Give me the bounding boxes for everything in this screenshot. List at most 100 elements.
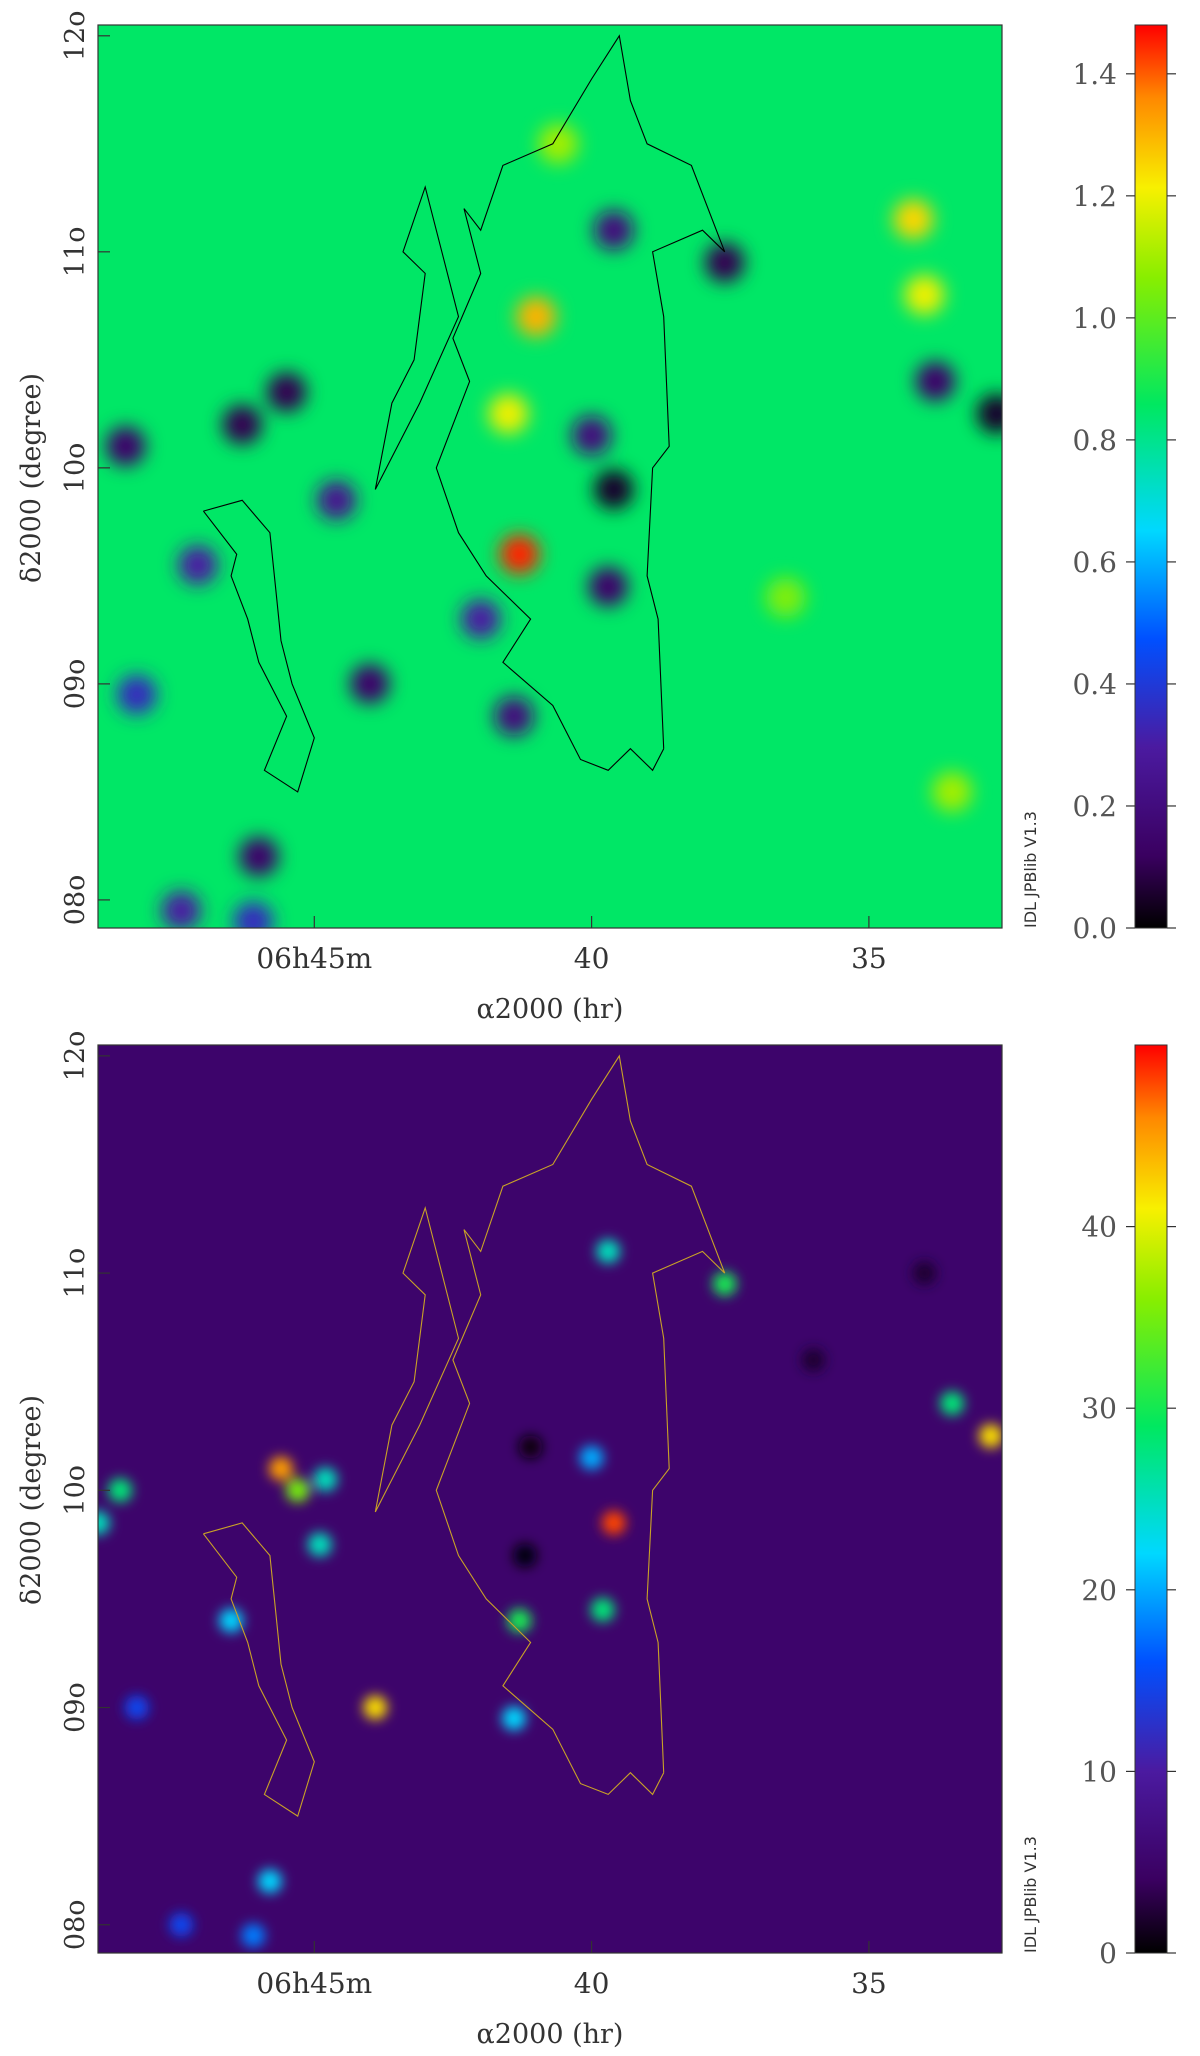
map-blob-17: [257, 1869, 282, 1894]
map-blob-23: [801, 1348, 826, 1372]
map-blob-23: [238, 836, 279, 877]
colorbar-tick-label: 1.2: [1072, 180, 1117, 213]
map-blob-5: [108, 1478, 133, 1503]
map-blob-10: [316, 480, 357, 521]
map-blob-13: [349, 663, 390, 704]
contour-outer-boundary: [435, 34, 726, 772]
contour-west-boundary: [202, 1522, 315, 1817]
colorbar-tick-label: 20: [1081, 1574, 1117, 1607]
colorbar-tick-label: 0.0: [1072, 912, 1117, 945]
y-tick-label: 08o: [60, 875, 91, 926]
map-blob-1: [516, 296, 557, 337]
map-blob-1: [285, 1478, 310, 1503]
map-blob-4: [363, 1695, 388, 1720]
y-tick-label: 12o: [60, 1031, 91, 1082]
y-axis-label: δ2000 (degree): [16, 1395, 47, 1605]
x-axis-ticks: 06h45m 40 35: [256, 1941, 887, 2000]
x-tick-label: 06h45m: [256, 942, 372, 975]
map-blob-16: [571, 415, 612, 456]
map-blob-14: [502, 1706, 526, 1731]
y-tick-label: 09o: [60, 1682, 91, 1733]
colorbar-tick-label: 0.4: [1072, 668, 1117, 701]
map-blob-2: [488, 393, 529, 434]
x-tick-label: 35: [851, 1967, 887, 2000]
map-blob-9: [266, 372, 307, 413]
map-blob-11: [596, 1239, 621, 1264]
map-blob-18: [704, 242, 745, 283]
colorbar-tick-label: 30: [1081, 1392, 1117, 1425]
map-blob-20: [976, 393, 1002, 434]
map-blob-2: [313, 1467, 338, 1492]
y-axis-ticks: 08o 09o 10o 11o 12o: [60, 1031, 110, 1950]
y-tick-label: 09o: [60, 659, 91, 710]
contour-outer-boundary: [435, 1054, 726, 1796]
map-frame: [97, 1044, 1003, 1954]
map-blob-11: [177, 545, 218, 586]
map-blob-8: [601, 1510, 626, 1535]
y-axis-label: δ2000 (degree): [16, 373, 47, 583]
colorbar-tick-label: 0: [1099, 1937, 1117, 1970]
map-blob-19: [169, 1912, 194, 1937]
map-blob-10: [579, 1445, 604, 1470]
x-axis-label: α2000 (hr): [477, 2019, 624, 2050]
map-blob-26: [116, 674, 157, 715]
map-blob-6: [765, 577, 806, 618]
y-tick-label: 11o: [60, 226, 91, 277]
y-axis-ticks: 08o 09o 10o 11o 12o: [60, 10, 110, 925]
map-blob-12: [712, 1271, 737, 1296]
x-axis-ticks: 06h45m 40 35: [256, 916, 887, 975]
map-blob-0: [499, 534, 540, 575]
map-blob-0: [269, 1456, 293, 1481]
colorbar-ticks: 0 10 20 30 40: [1081, 1211, 1176, 1970]
colorbar-tick-label: 1.0: [1072, 302, 1117, 335]
x-tick-label: 06h45m: [256, 1967, 372, 2000]
x-tick-label: 40: [574, 942, 610, 975]
colorbar-tick-label: 0.6: [1072, 546, 1117, 579]
map-background: [98, 1045, 1002, 1953]
map-blob-6: [98, 1510, 110, 1535]
colorbar-tick-label: 10: [1081, 1755, 1117, 1788]
map-blob-12: [105, 426, 146, 467]
map-blob-3: [307, 1532, 332, 1557]
x-tick-label: 40: [574, 1967, 610, 2000]
credit-label: IDL JPBlib V1.3: [1021, 811, 1040, 928]
y-tick-label: 10o: [60, 443, 91, 494]
map-blob-17: [593, 210, 634, 251]
colorbar-tick-label: 0.8: [1072, 424, 1117, 457]
map-blob-9: [590, 1597, 615, 1622]
colorbar-tick-label: 0.2: [1072, 790, 1117, 823]
contour-stray: [374, 1205, 460, 1513]
map-features: [98, 1239, 1002, 1948]
map-blob-15: [940, 1391, 965, 1416]
contour-west-boundary: [202, 499, 315, 793]
colorbar-tick-label: 40: [1081, 1211, 1117, 1244]
map-blob-25: [233, 901, 274, 928]
map-blob-18: [241, 1923, 266, 1948]
map-contours: [202, 1054, 726, 1817]
map-frame: [97, 24, 1003, 929]
lower-map-panel: 06h45m 40 35 08o 09o 10o 11o 12o α2000 (hr) δ2…: [16, 1031, 1176, 2050]
map-blob-22: [494, 696, 534, 737]
map-contours: [202, 34, 726, 793]
y-tick-label: 08o: [60, 1899, 91, 1950]
x-tick-label: 35: [851, 942, 887, 975]
map-blob-22: [513, 1543, 537, 1568]
map-blob-24: [912, 1261, 937, 1286]
map-blob-8: [222, 404, 263, 445]
map-blob-16: [978, 1424, 1002, 1448]
map-blob-7: [932, 771, 973, 812]
map-blob-21: [518, 1434, 543, 1459]
colorbar: [1134, 24, 1168, 929]
credit-label: IDL JPBlib V1.3: [1021, 1836, 1040, 1953]
contour-stray: [374, 185, 460, 490]
colorbar: [1134, 1044, 1168, 1954]
y-tick-label: 10o: [60, 1465, 91, 1516]
y-tick-label: 12o: [60, 10, 91, 61]
map-blob-3: [538, 123, 579, 164]
map-blob-14: [593, 469, 634, 510]
upper-map-panel: 06h45m 40 35 08o 09o 10o 11o 12o α2000 (hr) δ2…: [16, 10, 1176, 1025]
map-blob-24: [161, 890, 202, 928]
map-blob-19: [915, 361, 956, 402]
map-blob-15: [588, 566, 629, 607]
